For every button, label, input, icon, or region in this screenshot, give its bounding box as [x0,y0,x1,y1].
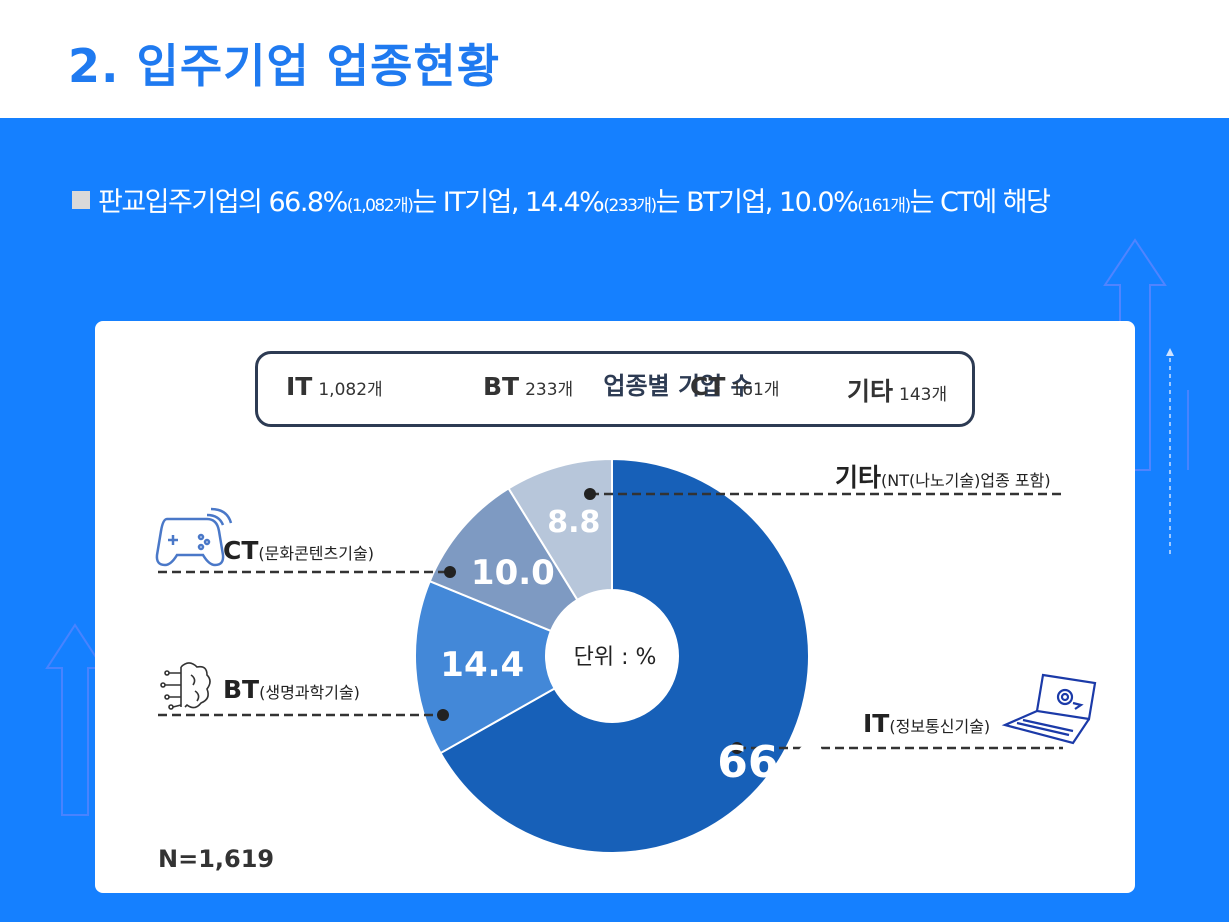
legend-box: 업종별 기업 수 IT 1,082개 BT 233개 CT 161개 기타 143개 [255,351,975,427]
center-label: 단위 : % [574,645,657,670]
etc-name: 기타 [835,463,882,492]
chart-card: 업종별 기업 수 IT 1,082개 BT 233개 CT 161개 기타 143개 6… [95,321,1135,893]
bt-desc: (생명과학기술) [259,683,360,702]
legend-item-etc: 기타 143개 [847,372,947,408]
summary-mid2: 는 BT기업, 10.0% [655,187,859,218]
legend-name: IT [286,372,313,401]
it-desc: (정보통신기술) [889,717,991,736]
legend-name: CT [690,372,726,401]
legend-count: 1,082개 [318,380,383,400]
summary-line: 판교입주기업의 66.8%(1,082개)는 IT기업, 14.4%(233개)… [72,180,1051,219]
it-name: IT [863,709,890,738]
slice-BT [414,579,556,755]
it-label: IT(정보통신기술) [863,709,990,738]
value-label-CT: 10.0 [471,553,555,593]
legend-item-bt: BT 233개 [483,372,573,401]
sample-size-label: N=1,619 [158,845,275,873]
summary-tail: 는 CT에 해당 [909,187,1051,218]
legend-item-ct: CT 161개 [690,372,780,401]
slice-IT [439,457,810,854]
it-leader-dot [731,742,743,754]
bt-leader-dot [437,709,449,721]
ct-name: CT [223,536,259,565]
summary-lead: 판교입주기업의 66.8% [98,187,348,218]
ct-leader-dot [444,566,456,578]
ct-desc: (문화콘텐츠기술) [258,544,374,563]
legend-count: 233개 [525,380,574,400]
etc-leader-dot [584,488,596,500]
etc-label: 기타(NT(나노기술)업종 포함) [835,458,1051,494]
legend-item-it: IT 1,082개 [286,372,383,401]
legend-count: 143개 [899,385,948,405]
value-label-BT: 14.4 [440,645,524,685]
legend-name: 기타 [847,377,894,406]
summary-ct-count: (161개) [857,196,911,216]
legend-count: 161개 [731,380,780,400]
ct-label: CT(문화콘텐츠기술) [223,536,374,565]
bullet-square [72,191,90,209]
page-title: 2. 입주기업 업종현황 [68,39,501,93]
etc-desc: (NT(나노기술)업종 포함) [881,471,1051,490]
brain-circuit-icon [160,662,211,710]
summary-it-count: (1,082개) [346,196,414,216]
legend-name: BT [483,372,520,401]
summary-bt-count: (233개) [603,196,657,216]
laptop-at-icon [1001,673,1097,745]
summary-mid1: 는 IT기업, 14.4% [412,187,605,218]
value-label-기타: 8.8 [547,505,600,540]
value-label-IT: 66.8 [717,737,826,788]
donut-chart: 66.8 14.4 10.0 8.8 단위 : % [155,457,1097,854]
bt-label: BT(생명과학기술) [223,675,360,704]
gamepad-icon [155,507,233,567]
bt-name: BT [223,675,260,704]
legend-title: 업종별 기업 수 [589,366,767,401]
